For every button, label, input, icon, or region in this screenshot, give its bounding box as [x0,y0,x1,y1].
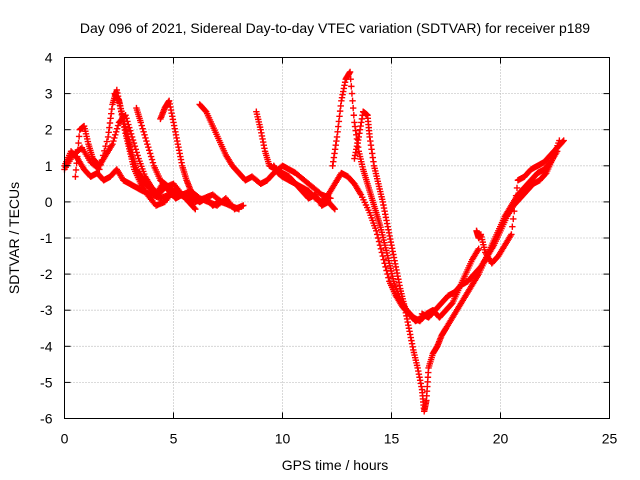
x-tick-label: 25 [602,431,618,447]
series-track-7 [196,101,334,202]
data-point [112,131,119,139]
data-point [126,124,133,131]
data-point [146,150,154,157]
data-point [114,122,122,129]
x-tick-label: 15 [384,431,400,447]
data-point [349,104,357,112]
data-points [61,68,567,415]
data-point [196,198,203,206]
y-tick-label: 1 [45,158,53,174]
y-tick-label: 0 [45,194,53,210]
data-point [240,202,247,209]
y-tick-labels: -6 -5 -4 -3 -2 -1 0 1 2 3 4 [40,50,53,427]
x-tick-label: 10 [275,431,291,447]
y-tick-label: -3 [40,302,53,318]
data-point [103,138,111,145]
y-axis-label: SDTVAR / TECUs [6,182,22,294]
x-tick-label: 5 [170,431,178,447]
data-point [111,134,118,142]
data-point [134,152,141,159]
data-point [382,263,389,271]
data-point [110,137,117,145]
data-point [348,90,356,97]
x-axis-label: GPS time / hours [282,457,389,473]
data-point [559,138,566,145]
y-tick-label: 4 [45,50,53,66]
data-point [347,75,354,83]
data-point [138,122,145,129]
chart-title: Day 096 of 2021, Sidereal Day-to-day VTE… [80,20,590,36]
data-point [130,139,138,147]
y-tick-label: -2 [40,266,53,282]
data-point [137,119,144,126]
y-tick-label: 3 [45,86,53,102]
series-track-11 [351,108,561,415]
data-point [109,140,116,148]
data-point [74,146,82,154]
data-point [331,205,339,213]
data-point [145,144,152,151]
data-point [191,204,198,212]
data-point [149,159,157,166]
y-tick-label: 2 [45,122,53,138]
series-track-6 [157,97,203,206]
data-point [102,143,109,150]
data-point [511,207,518,215]
data-point [508,231,515,238]
data-point [112,128,120,135]
data-point [143,137,150,145]
data-point [377,245,385,253]
data-point [74,153,81,160]
data-point [509,223,516,230]
data-point [330,204,338,212]
data-point [192,205,199,213]
y-tick-label: -1 [40,230,53,246]
data-point [348,83,355,90]
data-point [512,192,520,199]
ticks [64,57,610,419]
series-track-9 [270,162,439,325]
x-tick-label: 0 [61,431,69,447]
data-point [513,184,521,192]
data-point [139,125,146,132]
data-point [380,256,387,263]
data-point [140,128,147,135]
data-point [510,215,517,223]
series-track-12 [418,137,563,321]
data-point [147,153,155,160]
data-point [142,134,149,142]
data-point [373,227,380,234]
data-point [216,198,223,206]
data-point [146,147,153,154]
y-tick-label: -6 [40,411,53,427]
data-point [113,125,121,132]
data-point [148,156,156,163]
data-point [385,274,392,281]
y-tick-label: -4 [40,338,53,354]
x-tick-labels: 0 5 10 15 20 25 [61,431,618,447]
data-point [349,97,356,105]
data-point [75,139,82,147]
data-point [72,173,79,180]
x-tick-label: 20 [493,431,509,447]
series-track-13 [473,137,567,267]
data-point [475,245,482,253]
y-tick-label: -5 [40,374,53,390]
data-point [72,166,80,174]
data-point [144,140,151,148]
data-point [346,68,354,76]
data-point [75,133,83,140]
data-point [350,112,358,119]
data-point [73,160,80,167]
data-point [127,127,134,134]
data-point [141,131,148,139]
data-point [375,238,383,245]
data-point [560,137,567,144]
data-point [511,200,519,207]
data-point [131,143,139,150]
